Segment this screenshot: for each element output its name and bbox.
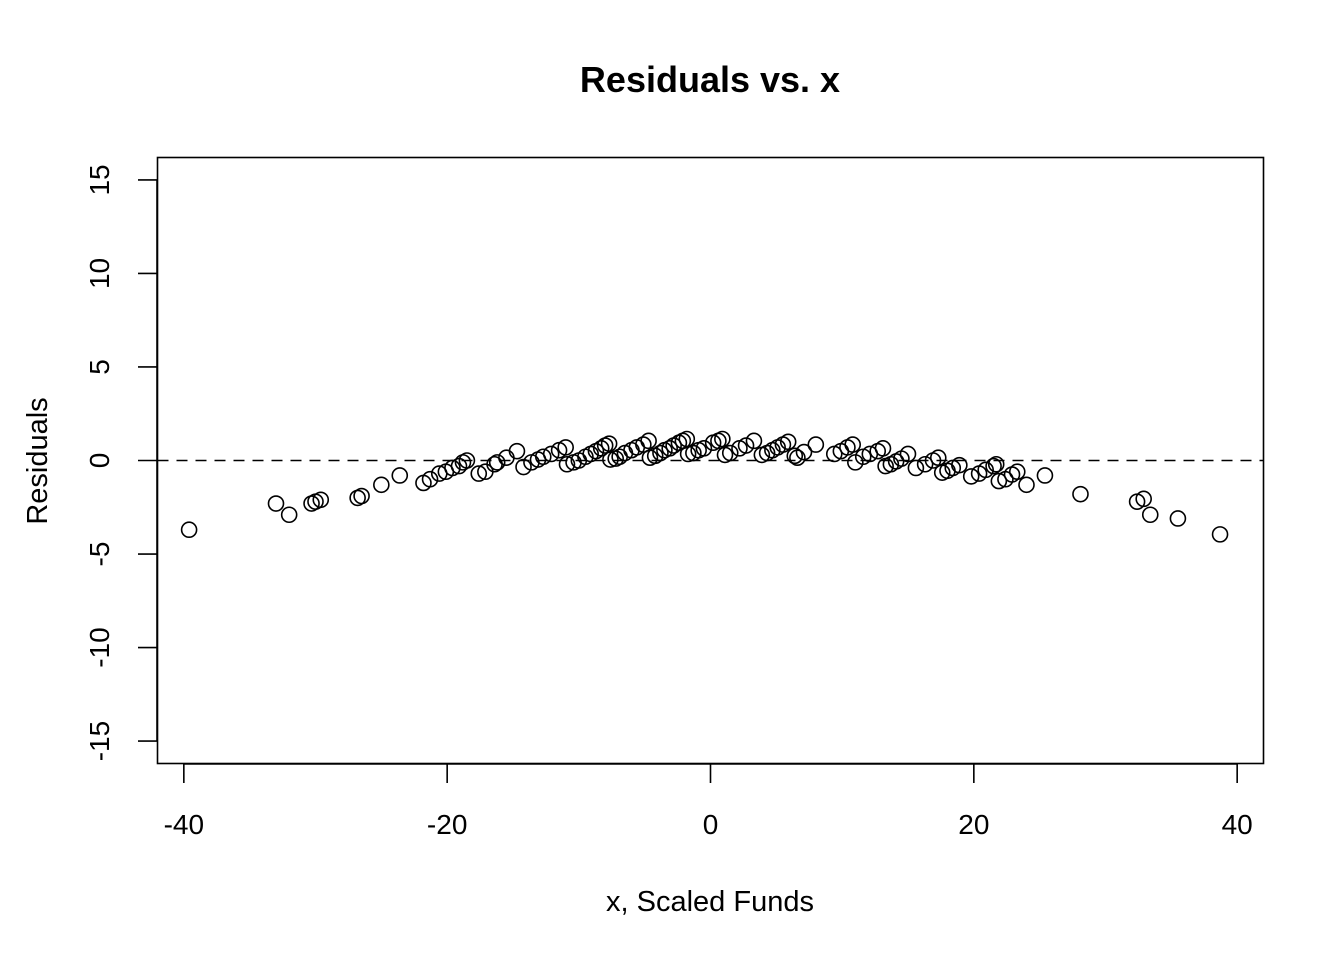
data-point	[1072, 485, 1089, 503]
data-point	[721, 444, 739, 462]
data-point	[515, 458, 532, 476]
data-point	[1169, 510, 1187, 527]
data-point	[640, 432, 657, 450]
data-point	[977, 461, 994, 479]
y-tick-label: 10	[84, 258, 115, 289]
x-axis-label: x, Scaled Funds	[606, 886, 814, 918]
x-tick-label: -40	[164, 809, 204, 840]
data-point	[312, 491, 330, 509]
data-point	[679, 445, 697, 463]
data-point	[985, 457, 1002, 475]
data-point	[444, 459, 461, 477]
data-point	[929, 449, 947, 466]
data-point	[714, 430, 731, 448]
x-tick-label: 40	[1222, 809, 1253, 840]
data-point	[534, 448, 552, 466]
data-point	[899, 445, 917, 463]
data-point	[962, 468, 980, 485]
data-point	[267, 495, 285, 512]
data-point	[600, 435, 618, 452]
data-point	[1141, 506, 1159, 524]
data-point	[1018, 476, 1035, 494]
y-tick-label: -15	[84, 721, 115, 761]
data-point	[557, 439, 574, 456]
data-point	[874, 440, 892, 457]
data-point	[353, 487, 370, 505]
data-point	[373, 476, 390, 494]
plot-area: -40 -20 0 20 40 -15 -10 -5 0 5 10 15	[84, 164, 1264, 840]
data-point	[695, 440, 713, 457]
data-point	[558, 455, 576, 473]
y-tick-label: 15	[84, 164, 115, 195]
x-tick-label: 20	[958, 809, 989, 840]
data-point	[1008, 463, 1026, 481]
y-tick-label: -10	[84, 627, 115, 667]
x-tick-label: 0	[703, 809, 719, 840]
data-point	[916, 455, 934, 473]
data-point	[990, 472, 1008, 490]
y-tick-label: 0	[84, 453, 115, 469]
data-point	[807, 436, 825, 453]
data-point	[280, 506, 298, 524]
data-point	[951, 456, 968, 474]
y-tick-label: -5	[84, 542, 115, 567]
data-point	[391, 467, 409, 484]
data-point	[1036, 467, 1054, 484]
data-point	[987, 455, 1005, 473]
data-point	[180, 521, 198, 539]
data-point	[602, 451, 619, 468]
data-point	[458, 452, 476, 469]
chart-title: Residuals vs. x	[580, 59, 840, 100]
data-point	[779, 433, 797, 451]
x-tick-label: -20	[427, 809, 467, 840]
data-point	[652, 444, 669, 462]
data-point	[508, 442, 526, 460]
data-point	[635, 436, 652, 453]
data-point	[737, 437, 755, 454]
data-point	[661, 440, 678, 457]
data-point	[1135, 490, 1152, 508]
data-point	[488, 454, 506, 471]
data-point	[498, 449, 515, 466]
y-tick-label: 5	[84, 359, 115, 375]
data-point	[592, 440, 610, 457]
data-point	[470, 465, 488, 482]
data-point	[542, 445, 560, 463]
data-point	[907, 459, 925, 477]
data-point	[421, 470, 439, 488]
data-point	[745, 432, 763, 450]
data-point	[844, 436, 862, 453]
data-point	[786, 447, 804, 465]
y-axis-label: Residuals	[22, 397, 54, 524]
data-point	[1211, 526, 1229, 543]
data-point	[795, 443, 813, 461]
